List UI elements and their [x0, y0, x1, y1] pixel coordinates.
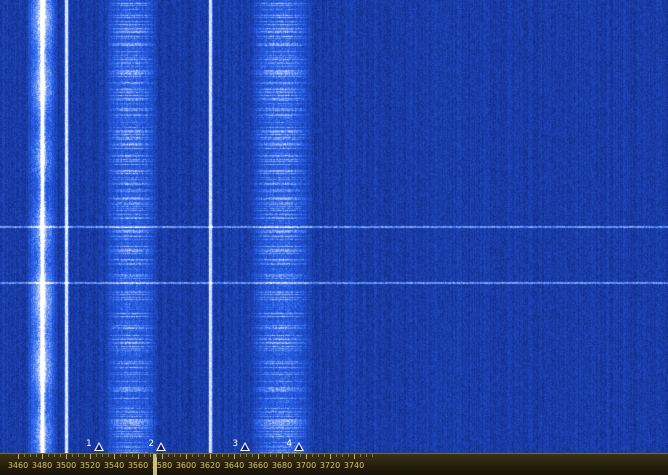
scale-label: 3600 [175, 461, 197, 470]
scale-minor-tick [60, 454, 61, 457]
scale-minor-tick [168, 454, 169, 457]
scale-tick [330, 454, 331, 459]
scale-minor-tick [360, 454, 361, 457]
scale-minor-tick [228, 454, 229, 457]
marker-number: 3 [232, 439, 239, 449]
scale-tick [282, 454, 283, 459]
scale-label: 3560 [127, 461, 149, 470]
scale-minor-tick [216, 454, 217, 457]
scale-label: 3620 [199, 461, 221, 470]
triangle-marker-icon [156, 442, 167, 451]
triangle-marker-icon [240, 442, 251, 451]
scale-minor-tick [48, 454, 49, 457]
scale-minor-tick [246, 454, 247, 457]
scale-label: 3720 [319, 461, 341, 470]
scale-label: 3480 [31, 461, 53, 470]
marker-1[interactable]: 1 [86, 438, 110, 453]
scale-minor-tick [348, 454, 349, 457]
scale-minor-tick [264, 454, 265, 457]
scale-minor-tick [126, 454, 127, 457]
frequency-scale[interactable]: 3460 3480 3500 3520 3540 3560 3580 3600 3620 3640… [0, 453, 668, 475]
scale-tick [186, 454, 187, 459]
scale-minor-tick [312, 454, 313, 457]
marker-3[interactable]: 3 [232, 438, 256, 453]
marker-number: 1 [86, 439, 92, 449]
scale-label: 3640 [223, 461, 245, 470]
scale-minor-tick [300, 454, 301, 457]
scale-minor-tick [174, 454, 175, 457]
scale-minor-tick [108, 454, 109, 457]
scale-minor-tick [372, 454, 373, 457]
scale-minor-tick [78, 454, 79, 457]
scale-minor-tick [276, 454, 277, 457]
scale-minor-tick [294, 454, 295, 457]
scale-minor-tick [24, 454, 25, 457]
scale-tick [66, 454, 67, 459]
scale-label: 3540 [103, 461, 125, 470]
scale-tick [162, 454, 163, 459]
scale-tick [42, 454, 43, 459]
scale-minor-tick [132, 454, 133, 457]
scale-label: 3520 [79, 461, 101, 470]
frequency-cursor[interactable] [152, 454, 157, 475]
marker-number: 2 [148, 439, 155, 449]
scale-label: 3460 [7, 461, 29, 470]
scale-label: 3740 [343, 461, 365, 470]
scale-minor-tick [156, 454, 157, 457]
scale-minor-tick [270, 454, 271, 457]
scale-minor-tick [342, 454, 343, 457]
scale-minor-tick [36, 454, 37, 457]
scale-minor-tick [198, 454, 199, 457]
scale-minor-tick [144, 454, 145, 457]
marker-number: 4 [286, 439, 293, 449]
scale-minor-tick [54, 454, 55, 457]
marker-2[interactable]: 2 [148, 438, 172, 453]
scale-label: 3660 [247, 461, 269, 470]
scale-minor-tick [102, 454, 103, 457]
scale-minor-tick [324, 454, 325, 457]
scale-tick [114, 454, 115, 459]
scale-minor-tick [120, 454, 121, 457]
scale-minor-tick [84, 454, 85, 457]
scale-label: 3680 [271, 461, 293, 470]
scale-minor-tick [30, 454, 31, 457]
scale-minor-tick [222, 454, 223, 457]
scale-tick [90, 454, 91, 459]
triangle-marker-icon [94, 442, 104, 451]
scale-minor-tick [318, 454, 319, 457]
scale-minor-tick [192, 454, 193, 457]
scale-label: 3700 [295, 461, 317, 470]
scale-minor-tick [150, 454, 151, 457]
scale-tick [138, 454, 139, 459]
scale-minor-tick [180, 454, 181, 457]
scale-label: 3580 [151, 461, 173, 470]
scale-tick [258, 454, 259, 459]
scale-minor-tick [96, 454, 97, 457]
scale-minor-tick [252, 454, 253, 457]
marker-4[interactable]: 4 [286, 438, 310, 453]
scale-tick [306, 454, 307, 459]
scale-tick [234, 454, 235, 459]
scale-tick [354, 454, 355, 459]
scale-minor-tick [72, 454, 73, 457]
scale-label: 3500 [55, 461, 77, 470]
scale-minor-tick [288, 454, 289, 457]
scale-minor-tick [366, 454, 367, 457]
scale-minor-tick [204, 454, 205, 457]
scale-minor-tick [240, 454, 241, 457]
scale-minor-tick [336, 454, 337, 457]
triangle-marker-icon [294, 442, 305, 451]
waterfall-canvas[interactable] [0, 0, 668, 453]
scale-tick [18, 454, 19, 459]
scale-tick [210, 454, 211, 459]
